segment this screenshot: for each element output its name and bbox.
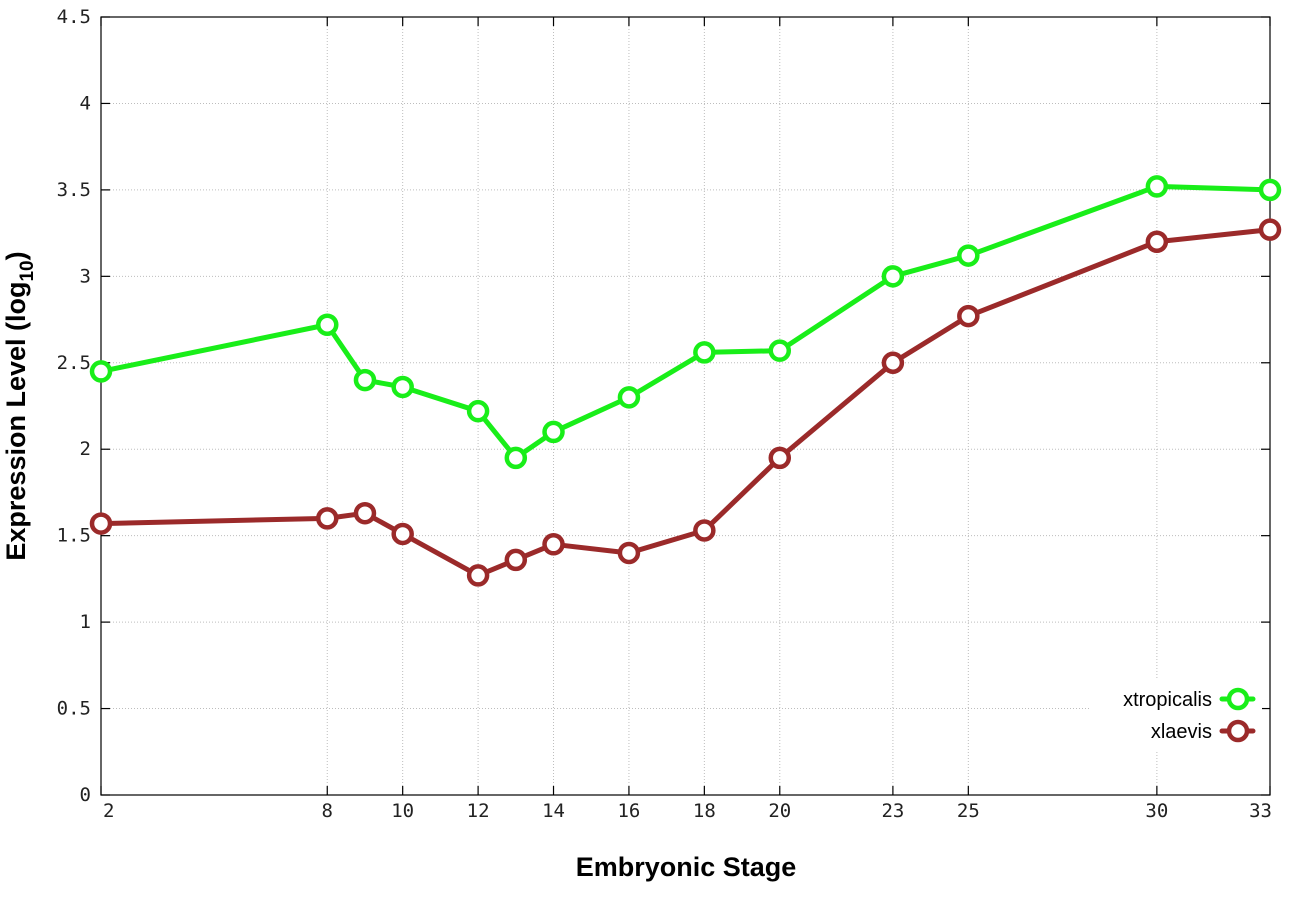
data-point (1258, 218, 1282, 241)
y-axis-title-close: ) (1, 251, 31, 260)
y-tick-label: 0.5 (57, 698, 91, 720)
data-point (693, 341, 716, 364)
data-point (1145, 175, 1169, 198)
y-axis-title-main: Expression Level (log (1, 282, 31, 561)
data-point (1145, 230, 1169, 254)
x-tick-label: 12 (467, 800, 490, 822)
data-point (542, 533, 565, 556)
data-point (316, 313, 339, 336)
x-tick-label: 14 (542, 800, 565, 822)
data-point (881, 351, 905, 375)
data-point (391, 375, 414, 399)
x-tick-label: 16 (617, 800, 640, 822)
y-tick-label: 3.5 (57, 179, 91, 201)
y-axis-title-subscript: 10 (17, 260, 38, 281)
legend-swatch-marker (1226, 719, 1250, 743)
plot-frame (100, 16, 1271, 796)
data-point (353, 368, 377, 392)
data-point (957, 304, 980, 328)
y-tick-label: 2.5 (57, 352, 91, 374)
x-tick-label: 30 (1145, 800, 1168, 822)
x-tick-label: 10 (391, 800, 414, 822)
data-point (617, 541, 641, 565)
data-point (693, 519, 716, 542)
series-xlaevis (89, 218, 1282, 587)
data-point (89, 360, 113, 383)
data-point (768, 339, 792, 362)
legend-label: xlaevis (1151, 721, 1212, 743)
data-point (316, 507, 339, 530)
data-point (768, 446, 792, 470)
data-point (881, 265, 905, 288)
x-axis-title: Embryonic Stage (576, 852, 797, 882)
series-xtropicalis (89, 175, 1282, 470)
data-point (542, 420, 565, 444)
x-tick-label: 8 (322, 800, 333, 822)
data-point (1258, 178, 1282, 202)
y-tick-label: 0 (80, 784, 91, 806)
y-tick-label: 1 (80, 611, 91, 633)
data-point (353, 501, 377, 525)
y-axis: 0 0.5 1 1.5 2 2.5 3 3.5 4 4.5 (57, 6, 1270, 806)
x-tick-label: 23 (881, 800, 904, 822)
y-tick-label: 3 (80, 265, 91, 287)
y-tick-label: 4 (80, 92, 91, 114)
series-line (98, 183, 1273, 461)
y-tick-label: 2 (80, 438, 91, 460)
data-point (391, 522, 414, 546)
x-tick-label: 33 (1249, 800, 1272, 822)
x-tick-label: 2 (103, 800, 114, 822)
data-point (466, 399, 490, 423)
data-point (89, 512, 113, 535)
series-line (98, 227, 1273, 578)
data-point (957, 244, 980, 267)
x-tick-label: 20 (768, 800, 791, 822)
data-point (504, 548, 528, 572)
x-tick-label: 18 (693, 800, 716, 822)
grid-lines (101, 17, 1270, 795)
data-point (466, 564, 490, 587)
series-layer (89, 175, 1282, 587)
legend-swatch-marker (1226, 687, 1250, 711)
x-tick-label: 25 (957, 800, 980, 822)
y-axis-title: Expression Level (log10) (1, 251, 38, 560)
legend: xtropicalis xlaevis (1090, 680, 1262, 750)
x-axis: 2 8 10 12 14 16 18 20 23 25 30 33 (100, 17, 1272, 822)
data-point (617, 386, 641, 409)
y-tick-label: 4.5 (57, 6, 91, 28)
y-tick-label: 1.5 (57, 525, 91, 547)
data-point (504, 446, 528, 470)
legend-label: xtropicalis (1123, 689, 1212, 711)
